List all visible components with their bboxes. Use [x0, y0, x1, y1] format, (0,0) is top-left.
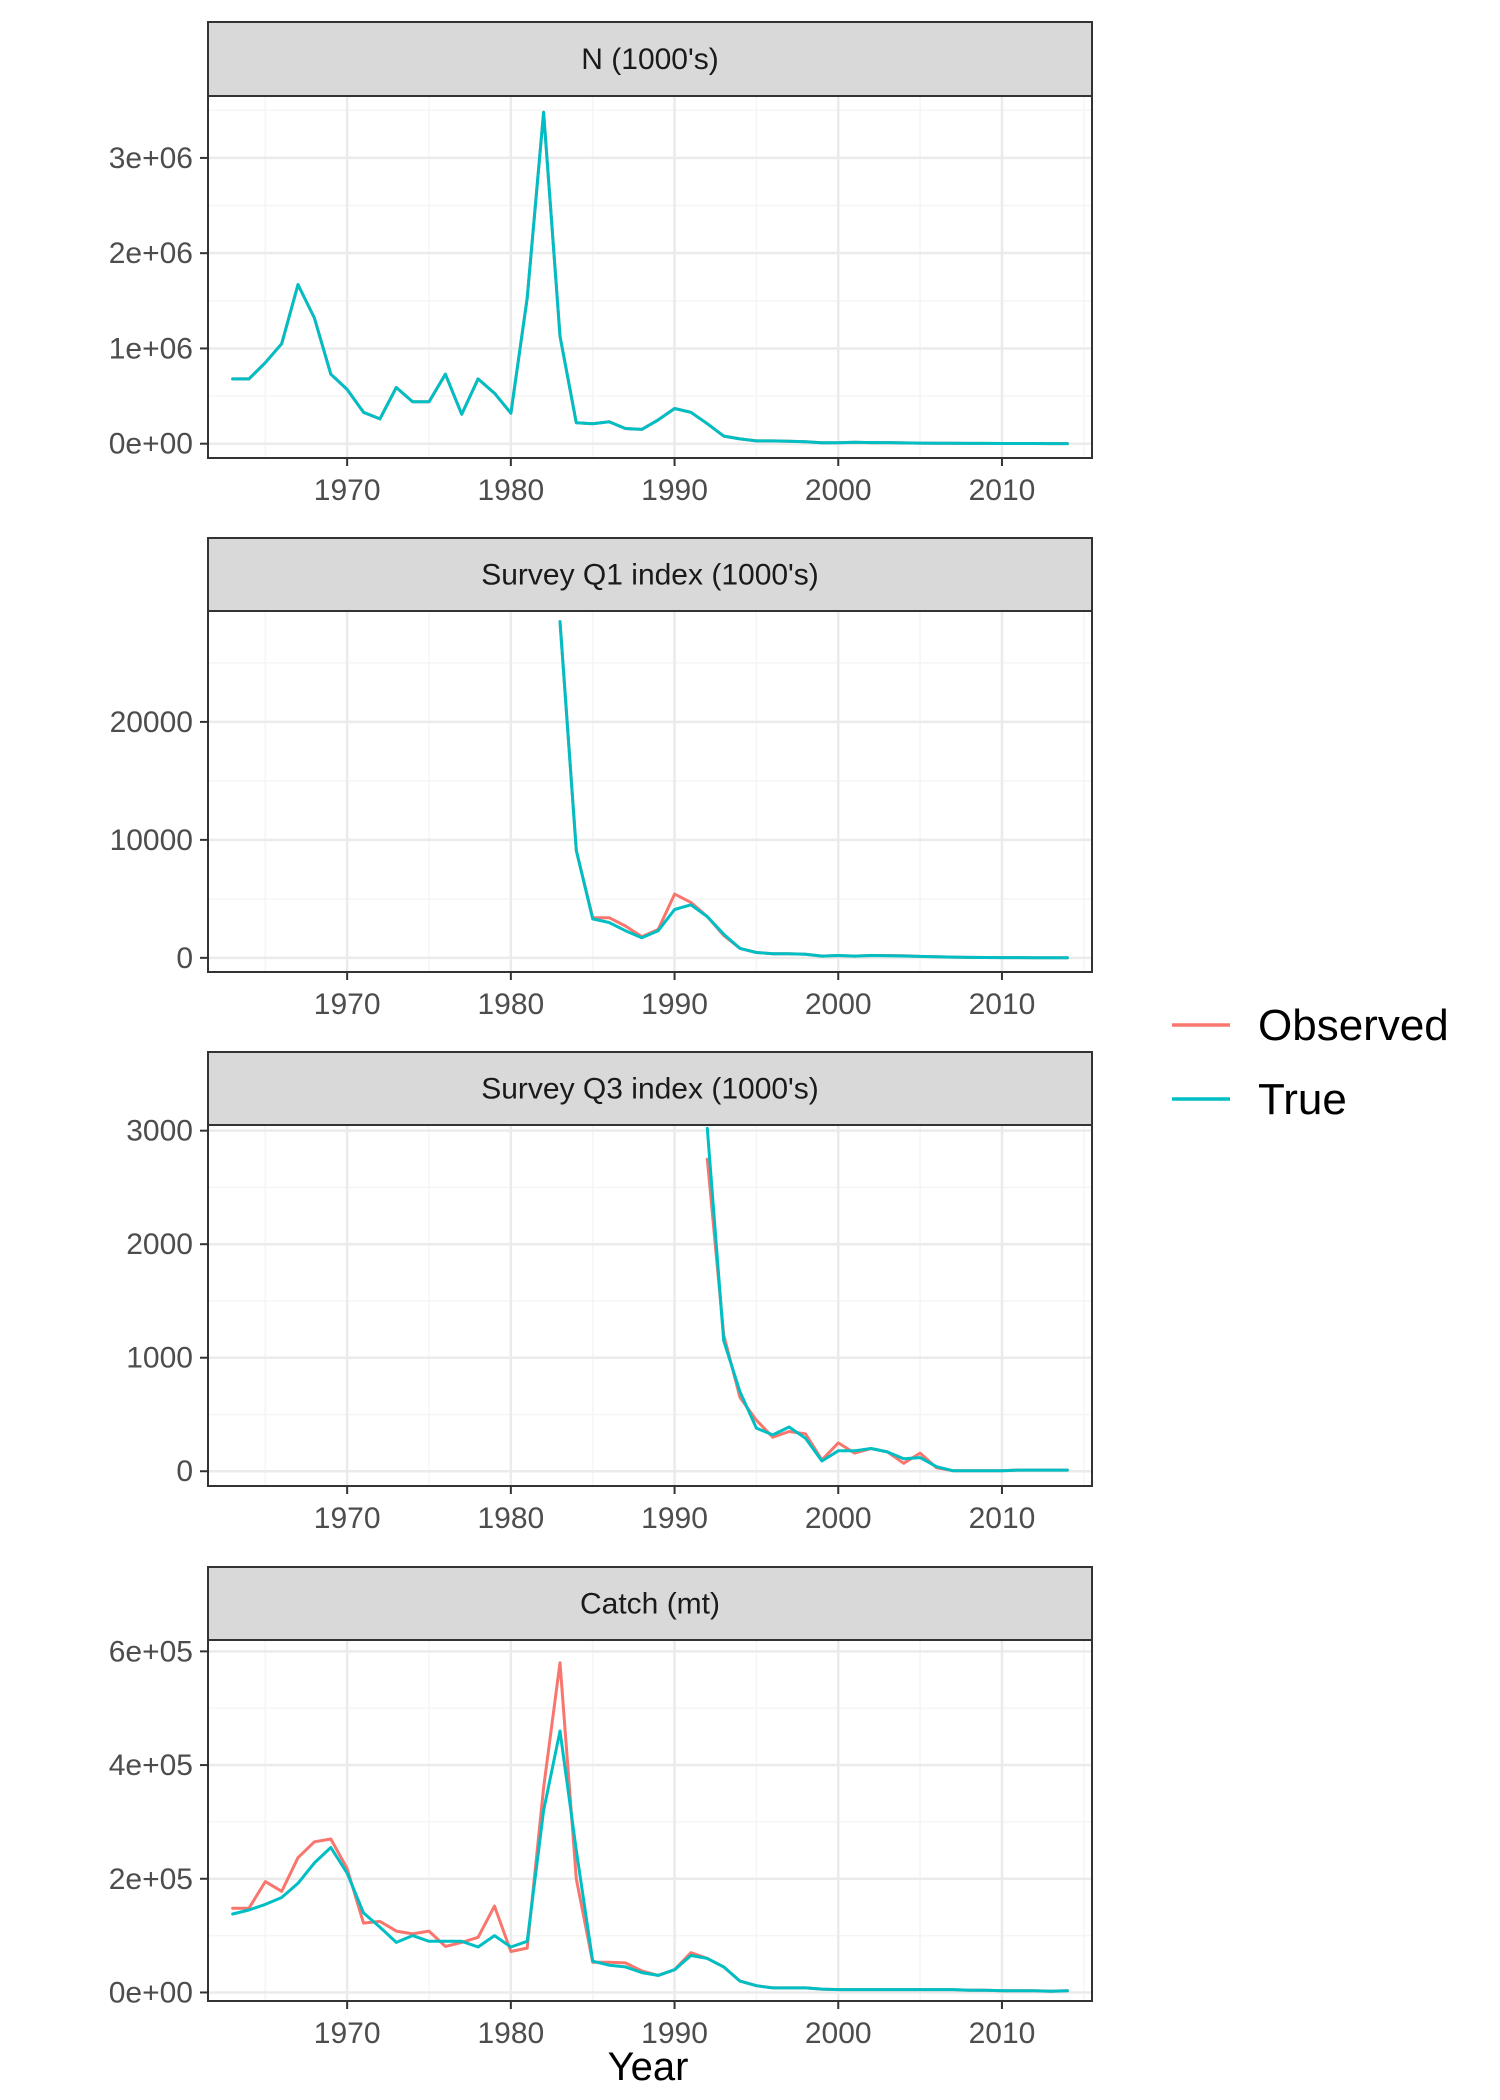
x-tick-label: 1970 [314, 474, 381, 507]
x-tick-label: 1980 [477, 474, 544, 507]
x-tick-label: 1970 [314, 988, 381, 1021]
strip-background [207, 1566, 1093, 1641]
x-tick-label: 1990 [641, 988, 708, 1021]
plot-background [208, 1125, 1092, 1486]
y-tick-label: 0e+00 [109, 1976, 193, 2009]
x-tick-label: 2010 [969, 1502, 1036, 1535]
y-tick-label: 3000 [126, 1115, 193, 1148]
panel-2: Survey Q1 index (1000's) 0 10000 20000 1970 1… [110, 537, 1093, 1021]
y-tick-label: 1e+06 [109, 332, 193, 365]
x-tick-label: 2000 [805, 1502, 872, 1535]
x-tick-label: 1970 [314, 1502, 381, 1535]
y-tick-label: 4e+05 [109, 1749, 193, 1782]
y-tick-label: 6e+05 [109, 1635, 193, 1668]
x-tick-label: 2000 [805, 2017, 872, 2050]
x-tick-label: 1990 [641, 474, 708, 507]
x-tick-label: 2010 [969, 474, 1036, 507]
x-tick-label: 1990 [641, 1502, 708, 1535]
series-line-true [558, 620, 1069, 960]
x-tick-label: 2010 [969, 988, 1036, 1021]
strip-background [207, 537, 1093, 612]
y-tick-label: 0 [176, 1455, 193, 1488]
y-tick-label: 2e+06 [109, 237, 193, 270]
panel-title: Survey Q1 index (1000's) [481, 559, 819, 592]
x-tick-label: 1980 [477, 1502, 544, 1535]
legend-label-true: True [1258, 1075, 1347, 1124]
series-line-true [231, 1729, 1069, 1993]
x-tick-label: 1980 [477, 988, 544, 1021]
y-tick-label: 0 [176, 942, 193, 975]
y-tick-label: 2000 [126, 1228, 193, 1261]
strip-background [207, 21, 1093, 97]
panel-3: Survey Q3 index (1000's) 0 1000 2000 3000 197… [126, 1051, 1093, 1535]
x-axis-title: Year [608, 2045, 689, 2089]
panel-1: N (1000's) 0e+00 1e+06 2e+06 3e+06 1970 1980 19… [109, 21, 1093, 507]
panel-title: Catch (mt) [580, 1588, 720, 1621]
y-tick-label: 1000 [126, 1342, 193, 1375]
panels: N (1000's) 0e+00 1e+06 2e+06 3e+06 1970 1980 19… [109, 21, 1093, 2050]
plot-background [208, 96, 1092, 458]
x-tick-label: 1990 [641, 2017, 708, 2050]
legend-label-observed: Observed [1258, 1001, 1449, 1050]
x-tick-label: 1980 [477, 2017, 544, 2050]
series-line-true [705, 1126, 1069, 1473]
y-tick-label: 2e+05 [109, 1863, 193, 1896]
y-tick-label: 3e+06 [109, 142, 193, 175]
plot-background [208, 1640, 1092, 2001]
x-tick-label: 2000 [805, 474, 872, 507]
y-tick-label: 0e+00 [109, 428, 193, 461]
strip-background [207, 1051, 1093, 1126]
panel-title: N (1000's) [581, 43, 718, 76]
x-tick-label: 2010 [969, 2017, 1036, 2050]
panel-title: Survey Q3 index (1000's) [481, 1073, 819, 1106]
plot-background [208, 611, 1092, 972]
panel-4: Catch (mt) 0e+00 2e+05 4e+05 6e+05 1970 1980 19… [109, 1566, 1093, 2050]
series-line-true [231, 110, 1069, 446]
x-tick-label: 2000 [805, 988, 872, 1021]
x-tick-label: 1970 [314, 2017, 381, 2050]
y-tick-label: 10000 [110, 824, 193, 857]
y-tick-label: 20000 [110, 706, 193, 739]
legend: Observed True [1172, 1001, 1449, 1124]
